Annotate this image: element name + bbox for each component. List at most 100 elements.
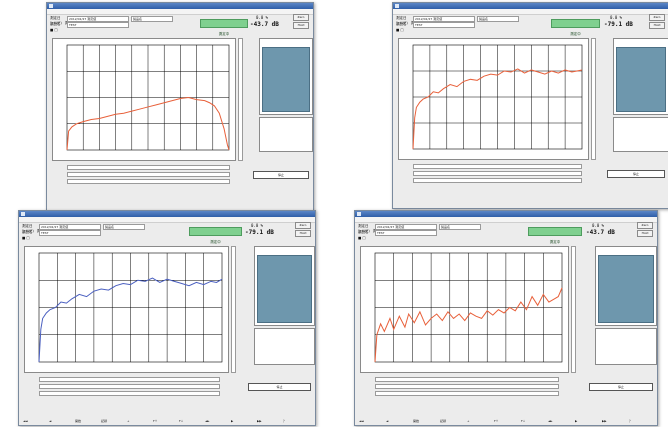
date-field[interactable]: 2012/02/27 測定値 — [67, 16, 129, 22]
product-field[interactable]: TEST — [39, 230, 101, 236]
result-box: 停止 — [253, 171, 309, 179]
spectrum-panel — [254, 246, 315, 326]
series-line — [374, 287, 563, 363]
zero-button[interactable]: Zero — [295, 222, 311, 229]
date-field-value: 2012/02/27 測定値 — [377, 225, 405, 229]
toolbar-button[interactable]: ◄► — [205, 419, 210, 423]
measure-main: -43.7 dB — [586, 229, 615, 236]
toolbar-button[interactable]: ◄ — [49, 419, 52, 423]
status-indicator: 測定中 — [551, 19, 600, 36]
date-field[interactable]: 2012/02/27 測定値 — [39, 224, 101, 230]
status-indicator: 測定中 — [528, 227, 582, 244]
plot-scrollbar[interactable] — [238, 38, 243, 161]
parameter-slider[interactable] — [375, 391, 559, 396]
toolbar-button[interactable]: 開始 — [75, 419, 82, 423]
hold-button[interactable]: Hold — [649, 22, 665, 29]
parameter-slider[interactable] — [67, 179, 230, 184]
parameter-slider[interactable] — [375, 384, 559, 389]
toolbar-button[interactable]: ▶▶ — [602, 419, 607, 423]
summary-table — [613, 117, 668, 152]
zero-button[interactable]: Zero — [637, 222, 653, 229]
title-bar — [393, 3, 668, 9]
toolbar-button[interactable]: + — [467, 419, 470, 423]
plot-area — [52, 38, 236, 161]
toolbar-button[interactable]: ◄◄ — [23, 419, 28, 423]
date-field-value: 2012/02/27 測定値 — [69, 17, 97, 21]
toolbar-button[interactable]: ？ — [629, 419, 633, 423]
date-field[interactable]: 2012/02/27 測定値 — [413, 16, 475, 22]
result-text: 停止 — [277, 173, 284, 177]
measurement-window-4: ﾌｧｲﾙ(F)測定(M)設定(S)View測定日製品名■ □2012/02/27… — [354, 210, 658, 426]
product-field-value: TEST — [377, 231, 385, 235]
zero-button[interactable]: Zero — [293, 14, 309, 21]
measure-main: -79.1 dB — [245, 229, 274, 236]
product-field[interactable]: TEST — [375, 230, 437, 236]
parameter-slider[interactable] — [39, 377, 220, 382]
name-field-value: 製品名 — [441, 225, 451, 229]
status-text: 測定中 — [549, 240, 561, 244]
name-field[interactable]: 製品名 — [131, 16, 173, 22]
toolbar-button[interactable]: ▶ — [231, 419, 234, 423]
zero-button[interactable]: Zero — [649, 14, 665, 21]
measure-percent: 0.0 % — [592, 223, 605, 228]
parameter-slider[interactable] — [39, 384, 220, 389]
menu-item[interactable]: ﾌｧｲﾙ(F) — [396, 21, 408, 25]
spectrum-display — [598, 255, 654, 323]
toolbar-button[interactable]: 記録 — [440, 419, 447, 423]
hold-button[interactable]: Hold — [293, 22, 309, 29]
name-field-value: 製品名 — [105, 225, 115, 229]
plot-scrollbar[interactable] — [231, 246, 236, 373]
name-field[interactable]: 製品名 — [103, 224, 145, 230]
parameter-slider[interactable] — [413, 171, 582, 176]
status-text: 測定中 — [210, 240, 221, 244]
line-chart — [66, 44, 230, 151]
line-chart — [38, 252, 223, 363]
summary-table — [595, 328, 657, 365]
toolbar-button[interactable]: ▶ — [575, 419, 578, 423]
product-field[interactable]: TEST — [413, 22, 475, 28]
measurement-window-3: ﾌｧｲﾙ(F)測定(M)設定(S)View測定日製品名■ □2012/02/27… — [18, 210, 316, 426]
plot-scrollbar[interactable] — [591, 38, 596, 160]
summary-table — [254, 328, 315, 365]
toolbar-button[interactable]: F↑ — [494, 419, 499, 423]
toolbar-button[interactable]: 開始 — [413, 419, 420, 423]
row-label: 測定日 — [396, 16, 407, 20]
product-field[interactable]: TEST — [67, 22, 129, 28]
spectrum-panel — [613, 38, 668, 115]
result-text: 停止 — [276, 385, 283, 389]
parameter-slider[interactable] — [39, 391, 220, 396]
toolbar-button[interactable]: F↓ — [179, 419, 184, 423]
parameter-slider[interactable] — [375, 377, 559, 382]
parameter-slider[interactable] — [67, 165, 230, 170]
toolbar-button[interactable]: ▶▶ — [257, 419, 262, 423]
menu-item[interactable]: ﾌｧｲﾙ(F) — [50, 21, 62, 25]
date-field-value: 2012/02/27 測定値 — [41, 225, 69, 229]
row-label: 製品名 — [396, 22, 407, 26]
toolbar-button[interactable]: ◄► — [548, 419, 553, 423]
toolbar-button[interactable]: ◄◄ — [359, 419, 364, 423]
menu-item[interactable]: ﾌｧｲﾙ(F) — [22, 229, 34, 233]
parameter-slider[interactable] — [413, 178, 582, 183]
title-bar — [47, 3, 313, 9]
row-label: 製品名 — [22, 230, 33, 234]
plot-scrollbar[interactable] — [571, 246, 576, 373]
toolbar-button[interactable]: F↓ — [521, 419, 526, 423]
name-field[interactable]: 製品名 — [439, 224, 481, 230]
parameter-slider[interactable] — [67, 172, 230, 177]
toolbar-button[interactable]: ◄ — [386, 419, 389, 423]
status-indicator: 測定中 — [189, 227, 242, 244]
date-field[interactable]: 2012/02/27 測定値 — [375, 224, 437, 230]
toolbar-button[interactable]: 記録 — [101, 419, 108, 423]
hold-button[interactable]: Hold — [295, 230, 311, 237]
plot-area — [360, 246, 569, 373]
hold-button[interactable]: Hold — [637, 230, 653, 237]
menu-item[interactable]: ﾌｧｲﾙ(F) — [358, 229, 370, 233]
measure-percent: 0.0 % — [251, 223, 264, 228]
app-icon — [395, 4, 399, 8]
parameter-slider[interactable] — [413, 164, 582, 169]
toolbar-button[interactable]: F↑ — [153, 419, 158, 423]
spectrum-panel — [259, 38, 313, 115]
toolbar-button[interactable]: + — [127, 419, 130, 423]
name-field[interactable]: 製品名 — [477, 16, 519, 22]
toolbar-button[interactable]: ？ — [283, 419, 287, 423]
